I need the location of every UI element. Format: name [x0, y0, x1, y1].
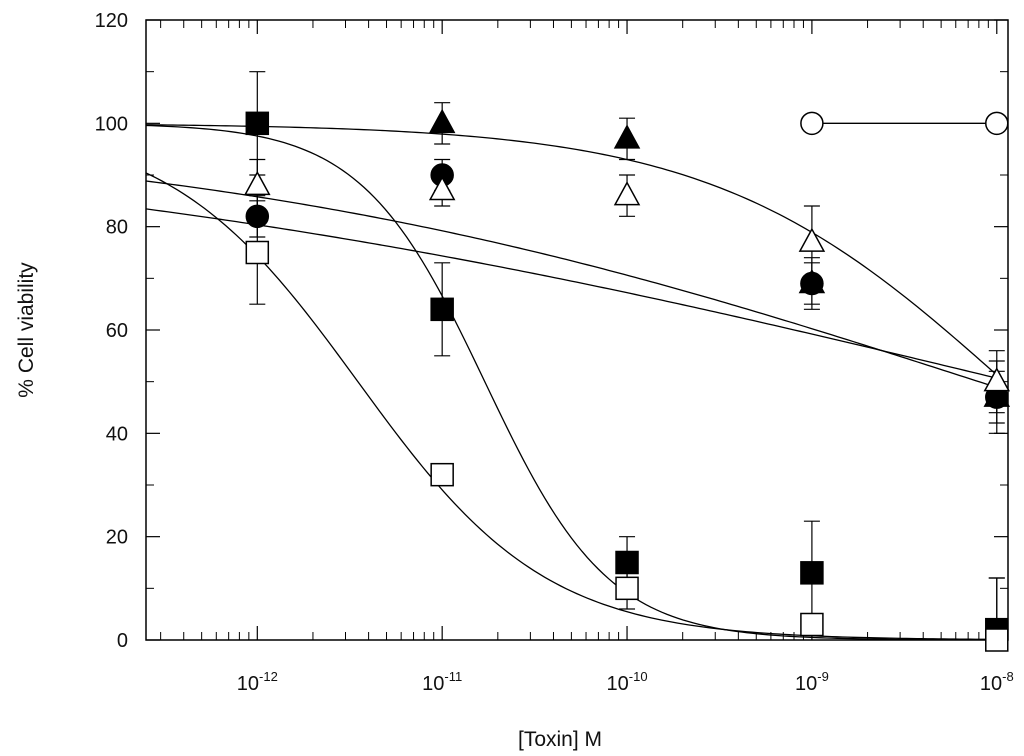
x-tick-label: 10-11 — [422, 669, 462, 695]
data-point-open-square — [245, 240, 270, 265]
data-point-filled-square — [430, 297, 454, 322]
x-axis-label: [Toxin] M — [518, 728, 602, 751]
data-point-filled-circle — [800, 271, 824, 296]
plot-frame — [145, 19, 1009, 641]
x-tick-label: 10-12 — [237, 669, 278, 695]
data-point-open-triangle — [613, 181, 641, 206]
data-point-open-square — [615, 576, 639, 601]
y-tick-label: 0 — [117, 630, 128, 652]
data-point-open-triangle — [428, 175, 456, 201]
data-point-filled-square — [800, 561, 824, 585]
data-point-filled-triangle — [428, 108, 456, 134]
fit-curve-filled-square — [145, 124, 997, 641]
fit-curves — [145, 122, 998, 641]
y-tick-label: 80 — [106, 217, 128, 239]
x-tick-label: 10-10 — [607, 669, 648, 695]
data-point-open-triangle — [244, 170, 271, 196]
y-tick-label: 120 — [95, 10, 128, 32]
fit-curve-filled-circle — [145, 180, 997, 389]
fit-curve-open-triangle — [145, 208, 997, 379]
y-tick-label: 40 — [106, 423, 128, 445]
data-point-filled-triangle — [613, 124, 641, 149]
data-point-open-triangle — [798, 227, 826, 252]
data-point-open-circle — [985, 111, 1009, 136]
data-point-filled-square — [245, 111, 270, 136]
x-tick-labels: 10-12 10-11 10-10 10-9 10-8 — [237, 669, 1014, 695]
x-tick-label: 10-8 — [980, 669, 1014, 695]
y-tick-label: 60 — [106, 320, 128, 342]
y-axis-label: % Cell viability — [15, 262, 38, 398]
data-point-open-circle — [800, 111, 824, 136]
fit-curve-open-square — [145, 172, 997, 641]
data-point-open-square — [800, 612, 824, 637]
y-tick-label: 100 — [95, 113, 128, 135]
minor-ticks — [146, 20, 1008, 640]
major-ticks — [146, 19, 1008, 641]
data-point-open-triangle — [983, 367, 1011, 392]
y-tick-labels: 0 20 40 60 80 100 120 — [95, 10, 128, 652]
data-point-filled-circle — [245, 204, 270, 229]
markers — [244, 108, 1011, 652]
data-point-filled-square — [615, 550, 639, 575]
data-point-open-square — [985, 628, 1009, 652]
data-point-open-square — [430, 462, 454, 487]
y-tick-label: 20 — [106, 527, 128, 549]
x-tick-label: 10-9 — [795, 669, 829, 695]
fit-curve-filled-triangle — [145, 124, 998, 376]
